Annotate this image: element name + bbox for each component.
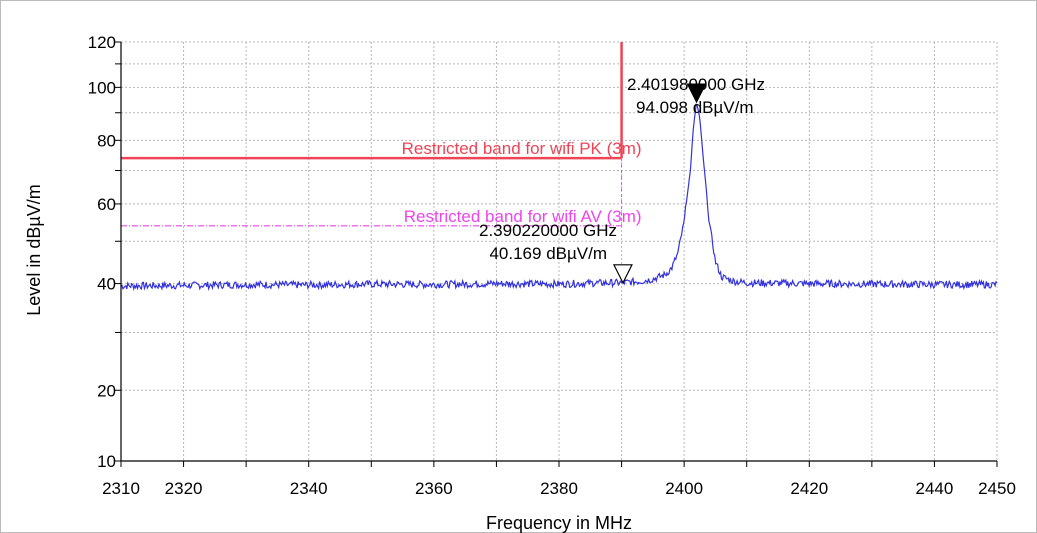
y-tick-label: 60 (97, 195, 116, 214)
x-tick-label: 2400 (665, 479, 703, 498)
y-tick-label: 40 (97, 275, 116, 294)
x-axis-title: Frequency in MHz (486, 513, 632, 533)
x-tick-label: 2310 (102, 479, 140, 498)
y-tick-label: 10 (97, 452, 116, 471)
x-tick-label: 2340 (290, 479, 328, 498)
marker1-level: 94.098 dBµV/m (636, 98, 754, 117)
x-tick-label: 2440 (916, 479, 954, 498)
y-tick-label: 100 (88, 78, 116, 97)
trace-line (120, 103, 998, 292)
axes (115, 41, 998, 467)
markers: 2.401980000 GHz 94.098 dBµV/m 2.390220000 … (479, 75, 765, 285)
trace (120, 103, 998, 292)
marker1-frequency: 2.401980000 GHz (627, 75, 765, 94)
limit-label-pk: Restricted band for wifi PK (3m) (402, 139, 642, 158)
marker2-level: 40.169 dBµV/m (489, 244, 607, 263)
x-tick-label: 2380 (540, 479, 578, 498)
y-tick-label: 80 (97, 131, 116, 150)
band-edge-marker-icon (612, 264, 633, 285)
y-tick-label: 120 (88, 33, 116, 52)
marker2-frequency: 2.390220000 GHz (479, 221, 617, 240)
limit-lines: Restricted band for wifi PK (3m) Restrict… (121, 42, 642, 227)
x-tick-label: 2320 (165, 479, 203, 498)
limit-label-av: Restricted band for wifi AV (3m) (404, 207, 642, 226)
x-tick-label: 2450 (978, 479, 1016, 498)
x-tick-label: 2360 (415, 479, 453, 498)
tick-labels: 2310 2320 2340 2360 2380 2400 2420 2440 2450 10 20… (88, 33, 1016, 498)
x-tick-label: 2420 (790, 479, 828, 498)
y-axis-title: Level in dBµV/m (24, 184, 44, 315)
peak-marker-icon (686, 83, 707, 104)
y-tick-label: 20 (97, 381, 116, 400)
